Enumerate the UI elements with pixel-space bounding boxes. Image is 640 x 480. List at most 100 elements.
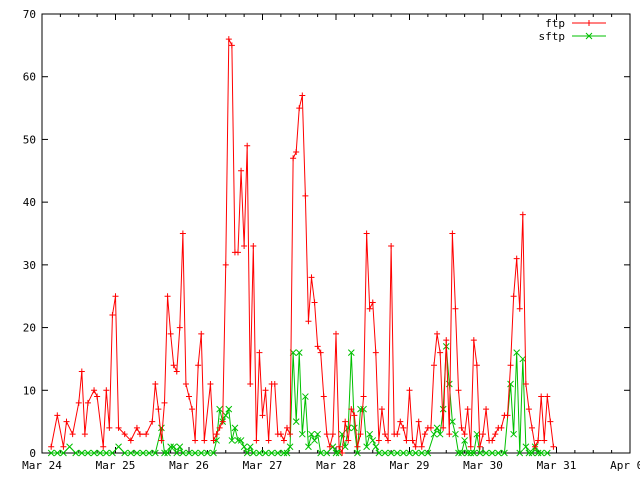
data-point-sftp — [452, 430, 459, 438]
data-point-sftp — [53, 449, 61, 457]
data-point-sftp — [507, 380, 514, 388]
data-point-sftp — [72, 449, 80, 457]
data-point-sftp — [102, 449, 110, 457]
legend-label-sftp: sftp — [539, 30, 566, 43]
data-point-sftp — [283, 449, 291, 457]
data-point-ftp — [529, 424, 535, 431]
data-point-ftp — [201, 437, 208, 444]
data-point-ftp — [547, 418, 554, 425]
data-point-ftp — [302, 192, 309, 199]
data-point-ftp — [461, 431, 468, 438]
data-point-ftp — [109, 312, 116, 319]
data-point-ftp — [115, 424, 122, 431]
data-point-ftp — [510, 293, 517, 300]
data-point-ftp — [351, 412, 358, 419]
x-tick-label: Mar 27 — [243, 459, 283, 472]
data-point-ftp — [207, 381, 214, 388]
x-tick-label: Mar 25 — [96, 459, 136, 472]
data-point-ftp — [228, 42, 235, 49]
data-point-sftp — [127, 449, 135, 457]
data-point-ftp — [189, 406, 196, 413]
data-point-ftp — [219, 418, 226, 425]
data-point-ftp — [143, 431, 150, 438]
data-point-sftp — [482, 449, 490, 457]
data-point-sftp — [418, 449, 426, 457]
y-tick-label: 50 — [23, 133, 36, 146]
data-point-ftp — [170, 362, 177, 369]
data-point-ftp — [54, 412, 61, 419]
data-point-ftp — [84, 399, 91, 406]
plot-area — [47, 36, 557, 457]
data-point-sftp — [90, 449, 98, 457]
data-point-sftp — [280, 449, 288, 457]
data-point-ftp — [446, 431, 453, 438]
data-point-sftp — [115, 443, 122, 451]
data-point-sftp — [363, 443, 370, 451]
data-point-sftp — [387, 449, 395, 457]
data-point-ftp — [277, 431, 284, 438]
data-point-ftp — [443, 337, 450, 344]
data-point-sftp — [228, 437, 236, 444]
data-point-ftp — [504, 412, 511, 419]
data-point-ftp — [415, 418, 422, 425]
data-point-ftp — [112, 293, 119, 300]
data-point-ftp — [431, 362, 437, 369]
data-point-ftp — [326, 443, 333, 450]
data-point-ftp — [378, 406, 385, 413]
data-point-ftp — [339, 450, 346, 456]
data-point-sftp — [534, 449, 542, 457]
data-point-sftp — [133, 449, 141, 457]
series-ftp — [48, 36, 557, 456]
data-point-ftp — [293, 148, 300, 155]
data-point-ftp — [476, 443, 483, 450]
legend-marker-sftp — [585, 32, 593, 40]
data-point-ftp — [323, 431, 330, 438]
data-point-ftp — [256, 349, 263, 356]
data-point-ftp — [161, 399, 168, 406]
data-point-ftp — [287, 431, 294, 438]
data-point-ftp — [48, 443, 55, 450]
data-point-sftp — [151, 449, 159, 457]
data-point-sftp — [436, 430, 444, 438]
data-point-ftp — [290, 155, 297, 162]
data-point-sftp — [305, 443, 312, 451]
data-point-ftp — [516, 305, 523, 312]
data-point-ftp — [440, 424, 447, 431]
data-point-ftp — [342, 418, 349, 425]
data-point-ftp — [259, 412, 266, 419]
data-point-ftp — [241, 243, 248, 250]
data-point-sftp — [167, 443, 174, 451]
data-point-ftp — [176, 324, 183, 331]
data-point-ftp — [489, 437, 496, 444]
data-point-sftp — [225, 405, 233, 413]
data-point-ftp — [357, 431, 364, 438]
data-point-ftp — [412, 443, 419, 450]
data-point-sftp — [461, 437, 468, 444]
data-point-sftp — [164, 449, 171, 457]
data-point-ftp — [121, 431, 128, 438]
data-point-sftp — [519, 355, 527, 363]
data-point-ftp — [449, 230, 456, 237]
data-point-ftp — [498, 424, 505, 431]
data-point-sftp — [298, 430, 306, 438]
data-point-sftp — [286, 443, 294, 451]
data-point-sftp — [369, 437, 377, 444]
y-tick-label: 20 — [23, 322, 36, 335]
data-point-ftp — [63, 418, 70, 425]
data-point-sftp — [292, 418, 300, 425]
data-point-sftp — [308, 430, 315, 438]
y-tick-label: 60 — [23, 71, 36, 84]
data-point-ftp — [198, 330, 205, 337]
x-tick-label: Mar 30 — [463, 459, 503, 472]
data-point-ftp — [179, 230, 186, 237]
data-point-ftp — [329, 431, 336, 438]
data-point-sftp — [439, 405, 447, 413]
data-point-ftp — [375, 437, 382, 444]
data-point-sftp — [84, 449, 92, 457]
data-point-ftp — [284, 424, 290, 431]
data-point-sftp — [109, 449, 116, 457]
data-point-ftp — [75, 399, 82, 406]
y-tick-label: 10 — [23, 384, 36, 397]
data-point-sftp — [158, 424, 165, 432]
data-point-ftp — [182, 381, 189, 388]
